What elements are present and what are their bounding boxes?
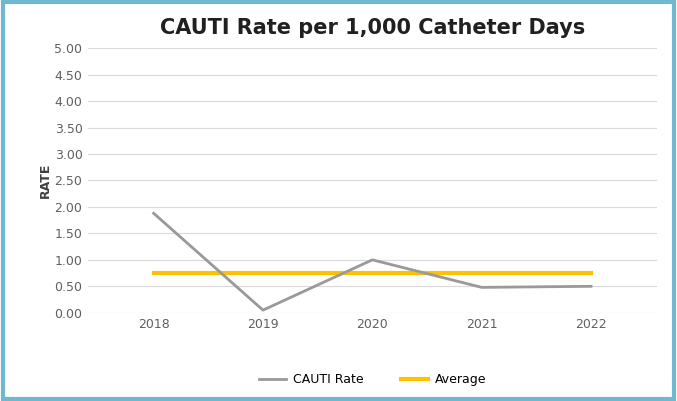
CAUTI Rate (150, 211, 158, 216)
Line: CAUTI Rate: CAUTI Rate (154, 213, 591, 310)
Average (368, 271, 376, 275)
CAUTI Rate (259, 308, 267, 312)
CAUTI Rate (478, 285, 486, 290)
Y-axis label: RATE: RATE (39, 163, 51, 198)
Average (150, 271, 158, 275)
Average (587, 271, 595, 275)
Legend: CAUTI Rate, Average: CAUTI Rate, Average (254, 368, 491, 391)
Average (478, 271, 486, 275)
Title: CAUTI Rate per 1,000 Catheter Days: CAUTI Rate per 1,000 Catheter Days (160, 18, 585, 38)
CAUTI Rate (368, 257, 376, 262)
CAUTI Rate (587, 284, 595, 289)
Average (259, 271, 267, 275)
